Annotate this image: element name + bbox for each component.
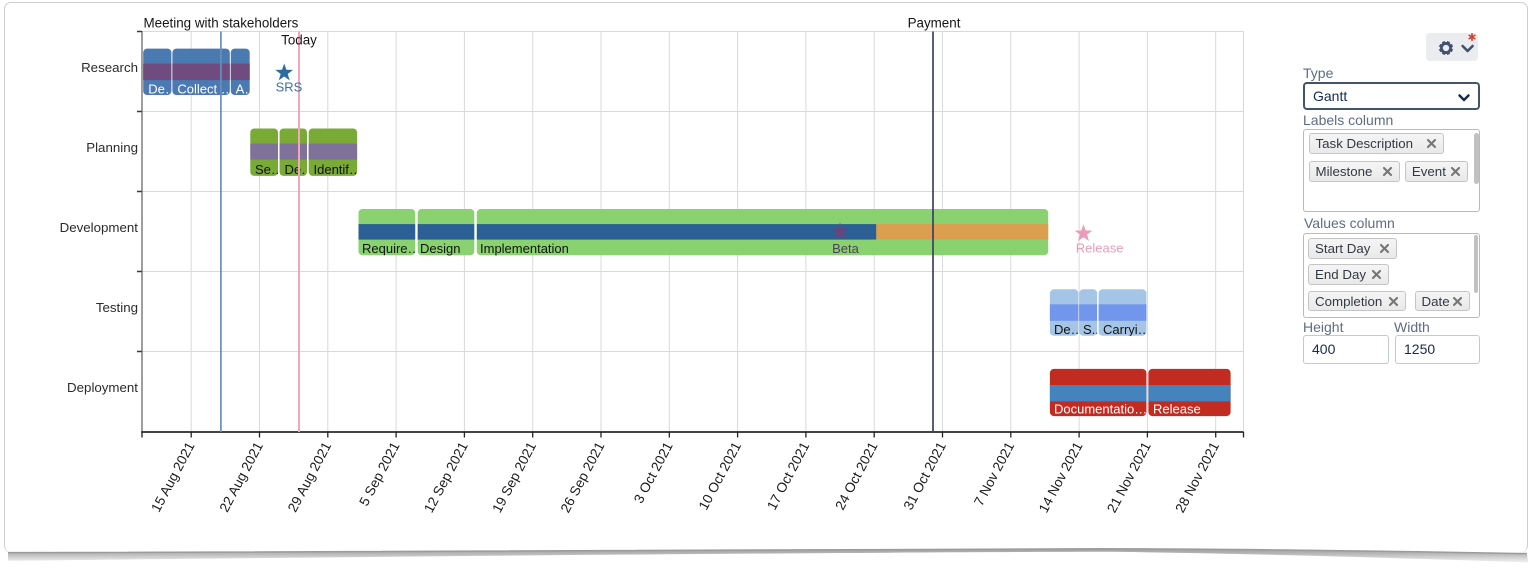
svg-text:Carryi…: Carryi… bbox=[1103, 322, 1151, 337]
svg-text:Payment: Payment bbox=[908, 16, 961, 31]
svg-text:21 Nov 2021: 21 Nov 2021 bbox=[1104, 440, 1154, 516]
svg-text:Today: Today bbox=[281, 32, 317, 47]
svg-text:24 Oct 2021: 24 Oct 2021 bbox=[832, 440, 880, 513]
svg-text:26 Sep 2021: 26 Sep 2021 bbox=[558, 440, 608, 516]
svg-text:Research: Research bbox=[81, 60, 138, 75]
svg-text:15 Aug 2021: 15 Aug 2021 bbox=[148, 440, 197, 515]
svg-text:Deployment: Deployment bbox=[67, 380, 138, 395]
svg-text:19 Sep 2021: 19 Sep 2021 bbox=[489, 440, 539, 516]
svg-text:Release: Release bbox=[1076, 241, 1124, 256]
svg-text:Require…: Require… bbox=[362, 241, 421, 256]
svg-text:Collect …: Collect … bbox=[177, 81, 233, 96]
svg-text:Planning: Planning bbox=[86, 140, 138, 155]
svg-text:22 Aug 2021: 22 Aug 2021 bbox=[217, 440, 266, 515]
svg-text:A…: A… bbox=[236, 81, 258, 96]
svg-text:5 Sep 2021: 5 Sep 2021 bbox=[356, 440, 402, 509]
svg-text:De…: De… bbox=[1054, 322, 1084, 337]
svg-text:Design: Design bbox=[420, 241, 460, 256]
svg-text:12 Sep 2021: 12 Sep 2021 bbox=[421, 440, 471, 516]
svg-text:14 Nov 2021: 14 Nov 2021 bbox=[1036, 440, 1086, 516]
svg-text:3 Oct 2021: 3 Oct 2021 bbox=[631, 440, 676, 506]
svg-text:De…: De… bbox=[285, 162, 315, 177]
svg-text:10 Oct 2021: 10 Oct 2021 bbox=[696, 440, 744, 513]
svg-text:Beta: Beta bbox=[832, 241, 860, 256]
svg-text:De…: De… bbox=[148, 81, 178, 96]
svg-text:28 Nov 2021: 28 Nov 2021 bbox=[1172, 440, 1222, 516]
svg-text:17 Oct 2021: 17 Oct 2021 bbox=[764, 440, 812, 513]
svg-text:29 Aug 2021: 29 Aug 2021 bbox=[285, 440, 334, 515]
svg-text:Implementation: Implementation bbox=[480, 241, 569, 256]
svg-text:Release: Release bbox=[1153, 402, 1201, 417]
svg-text:7 Nov 2021: 7 Nov 2021 bbox=[971, 440, 1017, 509]
svg-text:31 Oct 2021: 31 Oct 2021 bbox=[901, 440, 949, 513]
svg-text:Documentatio…: Documentatio… bbox=[1054, 402, 1147, 417]
svg-text:S..: S.. bbox=[1083, 322, 1099, 337]
svg-text:SRS: SRS bbox=[276, 80, 303, 95]
svg-text:Identif…: Identif… bbox=[314, 162, 362, 177]
svg-text:Meeting with stakeholders: Meeting with stakeholders bbox=[143, 16, 298, 31]
svg-text:Se…: Se… bbox=[255, 162, 284, 177]
svg-text:Testing: Testing bbox=[96, 300, 138, 315]
svg-text:Development: Development bbox=[60, 220, 139, 235]
